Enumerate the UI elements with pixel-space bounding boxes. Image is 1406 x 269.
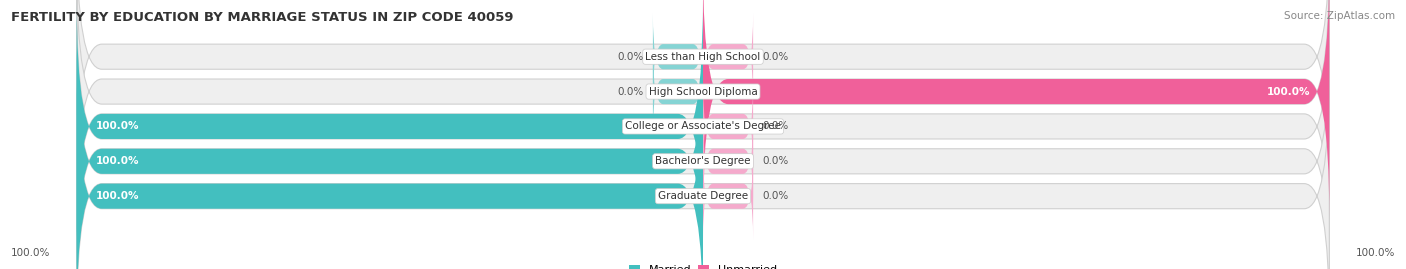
FancyBboxPatch shape (652, 48, 703, 135)
Text: 100.0%: 100.0% (96, 156, 139, 166)
FancyBboxPatch shape (77, 34, 703, 269)
Text: FERTILITY BY EDUCATION BY MARRIAGE STATUS IN ZIP CODE 40059: FERTILITY BY EDUCATION BY MARRIAGE STATU… (11, 11, 513, 24)
FancyBboxPatch shape (77, 0, 1329, 184)
FancyBboxPatch shape (703, 118, 754, 204)
FancyBboxPatch shape (703, 0, 1329, 218)
Text: 100.0%: 100.0% (96, 191, 139, 201)
FancyBboxPatch shape (703, 153, 754, 239)
Legend: Married, Unmarried: Married, Unmarried (628, 265, 778, 269)
Text: 0.0%: 0.0% (617, 52, 644, 62)
Text: 100.0%: 100.0% (11, 248, 51, 258)
FancyBboxPatch shape (77, 0, 1329, 218)
FancyBboxPatch shape (77, 0, 703, 253)
FancyBboxPatch shape (77, 34, 1329, 269)
Text: Source: ZipAtlas.com: Source: ZipAtlas.com (1284, 11, 1395, 21)
Text: 100.0%: 100.0% (1355, 248, 1395, 258)
Text: Less than High School: Less than High School (645, 52, 761, 62)
FancyBboxPatch shape (703, 13, 754, 100)
FancyBboxPatch shape (652, 13, 703, 100)
Text: 0.0%: 0.0% (762, 121, 789, 132)
Text: Bachelor's Degree: Bachelor's Degree (655, 156, 751, 166)
Text: 0.0%: 0.0% (762, 52, 789, 62)
Text: College or Associate's Degree: College or Associate's Degree (626, 121, 780, 132)
Text: Graduate Degree: Graduate Degree (658, 191, 748, 201)
Text: 0.0%: 0.0% (617, 87, 644, 97)
FancyBboxPatch shape (703, 83, 754, 170)
FancyBboxPatch shape (77, 69, 703, 269)
Text: 0.0%: 0.0% (762, 191, 789, 201)
Text: 100.0%: 100.0% (96, 121, 139, 132)
Text: 100.0%: 100.0% (1267, 87, 1310, 97)
FancyBboxPatch shape (77, 0, 1329, 253)
Text: High School Diploma: High School Diploma (648, 87, 758, 97)
Text: 0.0%: 0.0% (762, 156, 789, 166)
FancyBboxPatch shape (77, 69, 1329, 269)
